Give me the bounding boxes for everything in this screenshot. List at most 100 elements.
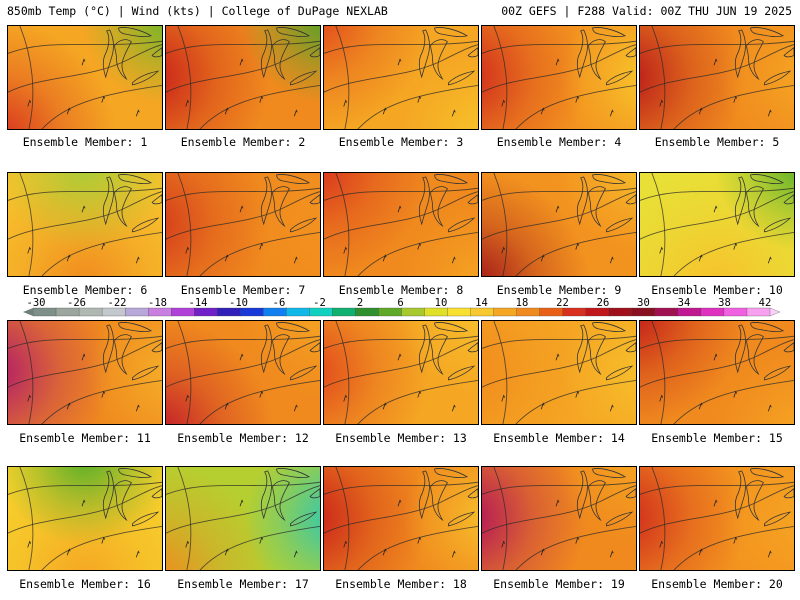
isotherm-contour [640,191,794,240]
colorbar-swatch [148,307,172,317]
isotherm-contour [640,335,794,349]
isotherm-contour [335,173,350,276]
wind-barb-icon [659,99,664,107]
great-lakes-outline [734,324,746,374]
isotherm-contour [8,187,162,201]
isotherm-contour [19,173,34,276]
isotherm-contour [493,173,508,276]
wind-barb-icon [713,499,718,507]
wind-barb-icon [185,246,190,254]
wind-barb-icon [417,536,422,544]
great-lakes-outline [592,174,627,184]
chart-header: 850mb Temp (°C) | Wind (kts) | College o… [0,0,800,22]
member-map-svg [324,26,478,129]
ensemble-member-map [481,466,637,571]
great-lakes-outline [592,27,627,37]
great-lakes-outline [114,39,132,81]
wind-barb-icon [501,540,506,548]
wind-barb-icon [698,254,703,262]
colorbar-tick-label: 22 [556,297,569,309]
colorbar-swatch [55,307,80,317]
wind-barb-icon [733,390,738,398]
colorbar-swatch [654,307,679,317]
ensemble-member-map [7,466,163,571]
great-lakes-outline [309,342,320,353]
great-lakes-outline [447,511,476,527]
colorbar-swatch [470,307,495,317]
great-lakes-outline [272,39,290,81]
great-lakes-outline [430,186,448,228]
colorbar-swatch [746,307,771,317]
wind-barb-icon [609,109,614,117]
great-lakes-outline [102,29,114,79]
colorbar-swatch [332,307,356,317]
isotherm-contour [324,40,478,54]
great-lakes-outline [272,334,290,376]
member-map-svg [8,467,162,570]
colorbar-swatch [723,307,748,317]
wind-barb-icon [81,499,86,507]
ensemble-member-map [639,466,795,571]
wind-barb-icon [417,390,422,398]
member-map-svg [8,173,162,276]
great-lakes-outline [763,365,792,381]
isotherm-contour [166,485,320,534]
isotherm-contour [8,44,162,93]
great-lakes-outline [418,324,430,374]
colorbar-swatch [493,307,518,317]
wind-barb-icon [397,58,402,66]
wind-barb-icon [259,390,264,398]
wind-barb-icon [397,205,402,213]
isotherm-contour [166,481,320,495]
member-map-svg [166,26,320,129]
wind-barb-icon [343,394,348,402]
isotherm-contour [493,26,508,129]
great-lakes-outline [576,324,588,374]
ensemble-member-map [7,172,163,277]
wind-barb-icon [713,205,718,213]
great-lakes-outline [430,480,448,522]
isotherm-contour [8,40,162,54]
colorbar-swatch [101,307,126,317]
ensemble-member-label: Ensemble Member: 10 [651,283,783,297]
wind-barb-icon [540,107,545,115]
isotherm-contour [166,44,320,93]
ensemble-member-map [165,172,321,277]
wind-barb-icon [451,256,456,264]
wind-barb-icon [135,550,140,558]
colorbar-swatch [355,307,380,317]
colorbar-tick-label: -26 [67,297,86,309]
wind-barb-icon [101,242,106,250]
colorbar-swatch [240,307,264,317]
great-lakes-outline [746,480,764,522]
great-lakes-outline [750,27,785,37]
great-lakes-outline [434,468,469,478]
great-lakes-outline [750,174,785,184]
member-map-svg [324,173,478,276]
colorbar-swatch [401,307,426,317]
member-map-svg [482,467,636,570]
wind-barb-icon [101,95,106,103]
isotherm-contour [673,379,794,424]
ensemble-member-map [165,320,321,425]
great-lakes-outline [118,322,153,332]
isotherm-contour [335,321,350,424]
colorbar-swatch [263,307,287,317]
wind-barb-icon [555,58,560,66]
great-lakes-outline [783,488,794,499]
ensemble-member-map [481,172,637,277]
wind-barb-icon [382,548,387,556]
isotherm-contour [199,379,320,424]
isotherm-contour [673,231,794,276]
great-lakes-outline [625,488,636,499]
colorbar-right-arrow [769,307,781,317]
great-lakes-outline [447,217,476,233]
great-lakes-outline [576,29,588,79]
great-lakes-outline [592,468,627,478]
ensemble-member-label: Ensemble Member: 4 [496,135,622,149]
great-lakes-outline [588,334,606,376]
wind-barb-icon [417,95,422,103]
great-lakes-outline [418,470,430,520]
great-lakes-outline [467,47,478,58]
great-lakes-outline [750,322,785,332]
